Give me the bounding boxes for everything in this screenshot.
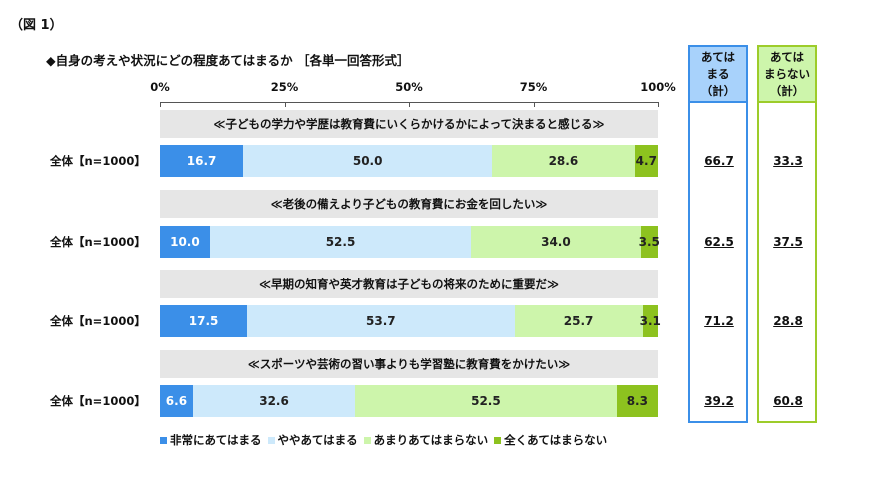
total-agree-value: 71.2 xyxy=(704,314,734,328)
legend-swatch xyxy=(494,437,502,444)
row-label: 全体【n=1000】 xyxy=(50,235,146,249)
bar-segment: 34.0 xyxy=(471,226,641,258)
bar-segment: 28.6 xyxy=(492,145,635,177)
chart-title: ◆自身の考えや状況にどの程度あてはまるか ［各単一回答形式］ xyxy=(46,53,410,68)
question-band: ≪子どもの学力や学歴は教育費にいくらかけるかによって決まると感じる≫ xyxy=(160,110,658,138)
question-band: ≪老後の備えより子どもの教育費にお金を回したい≫ xyxy=(160,190,658,218)
bar-segment: 8.3 xyxy=(616,385,658,417)
header-line: （計） xyxy=(700,84,736,98)
total-disagree-value: 60.8 xyxy=(773,394,803,408)
question-band: ≪スポーツや芸術の習い事よりも学習塾に教育費をかけたい≫ xyxy=(160,350,658,378)
question-band: ≪早期の知育や英才教育は子どもの将来のために重要だ≫ xyxy=(160,270,658,298)
x-tick-mark xyxy=(658,102,659,107)
total-disagree-header: あてはまらない （計） xyxy=(759,47,815,103)
x-tick-label: 75% xyxy=(519,80,548,94)
legend-item: 非常にあてはまる xyxy=(160,432,262,448)
bar-segment: 52.5 xyxy=(355,385,617,417)
legend-item: あまりあてはまらない xyxy=(363,432,489,448)
legend-label: 非常にあてはまる xyxy=(170,433,262,447)
bar-segment: 52.5 xyxy=(209,226,472,258)
header-line: あては xyxy=(769,50,805,64)
bar-segment: 3.1 xyxy=(640,305,661,337)
legend-item: 全くあてはまらない xyxy=(494,432,607,448)
header-line: あては xyxy=(700,50,736,64)
figure-label: （図 1） xyxy=(10,18,63,33)
bar-segment: 4.7 xyxy=(634,145,658,177)
bar-segment: 10.0 xyxy=(160,226,210,258)
row-label: 全体【n=1000】 xyxy=(50,394,146,408)
header-line: （計） xyxy=(769,84,805,98)
bar-segment: 17.5 xyxy=(160,305,248,337)
total-disagree-value: 28.8 xyxy=(773,314,803,328)
x-tick-mark xyxy=(409,102,410,107)
legend-label: ややあてはまる xyxy=(277,433,358,447)
total-agree-value: 66.7 xyxy=(704,154,734,168)
x-tick-mark xyxy=(160,102,161,107)
bar-segment: 50.0 xyxy=(243,145,493,177)
total-agree-box: あてはまる （計） xyxy=(688,45,748,423)
bar-segment: 3.5 xyxy=(639,226,660,258)
header-line: まらない xyxy=(764,67,810,81)
header-line: まる xyxy=(706,67,730,81)
total-agree-value: 62.5 xyxy=(704,235,734,249)
row-label: 全体【n=1000】 xyxy=(50,314,146,328)
x-tick-label: 25% xyxy=(270,80,299,94)
total-agree-header: あてはまる （計） xyxy=(690,47,746,103)
bar-segment: 25.7 xyxy=(514,305,643,337)
bar-segment: 32.6 xyxy=(192,385,356,417)
total-disagree-value: 37.5 xyxy=(773,235,803,249)
x-tick-mark xyxy=(533,102,535,107)
legend-label: あまりあてはまらない xyxy=(373,433,489,447)
total-disagree-box: あてはまらない （計） xyxy=(757,45,817,423)
bar-segment: 16.7 xyxy=(160,145,244,177)
x-tick-label: 100% xyxy=(640,80,676,94)
legend-swatch xyxy=(160,437,167,444)
row-label: 全体【n=1000】 xyxy=(50,154,146,168)
legend-swatch xyxy=(267,437,275,444)
legend-swatch xyxy=(363,437,371,444)
total-disagree-value: 33.3 xyxy=(773,154,803,168)
total-agree-value: 39.2 xyxy=(704,394,734,408)
x-tick-label: 50% xyxy=(395,80,423,94)
bar-segment: 6.6 xyxy=(160,385,193,417)
x-tick-label: 0% xyxy=(150,80,170,94)
legend-item: ややあてはまる xyxy=(267,432,358,448)
legend: 非常にあてはまる ややあてはまる あまりあてはまらない 全くあてはまらない xyxy=(160,432,607,448)
x-tick-mark xyxy=(284,102,286,107)
legend-label: 全くあてはまらない xyxy=(504,433,608,447)
bar-segment: 53.7 xyxy=(247,305,515,337)
